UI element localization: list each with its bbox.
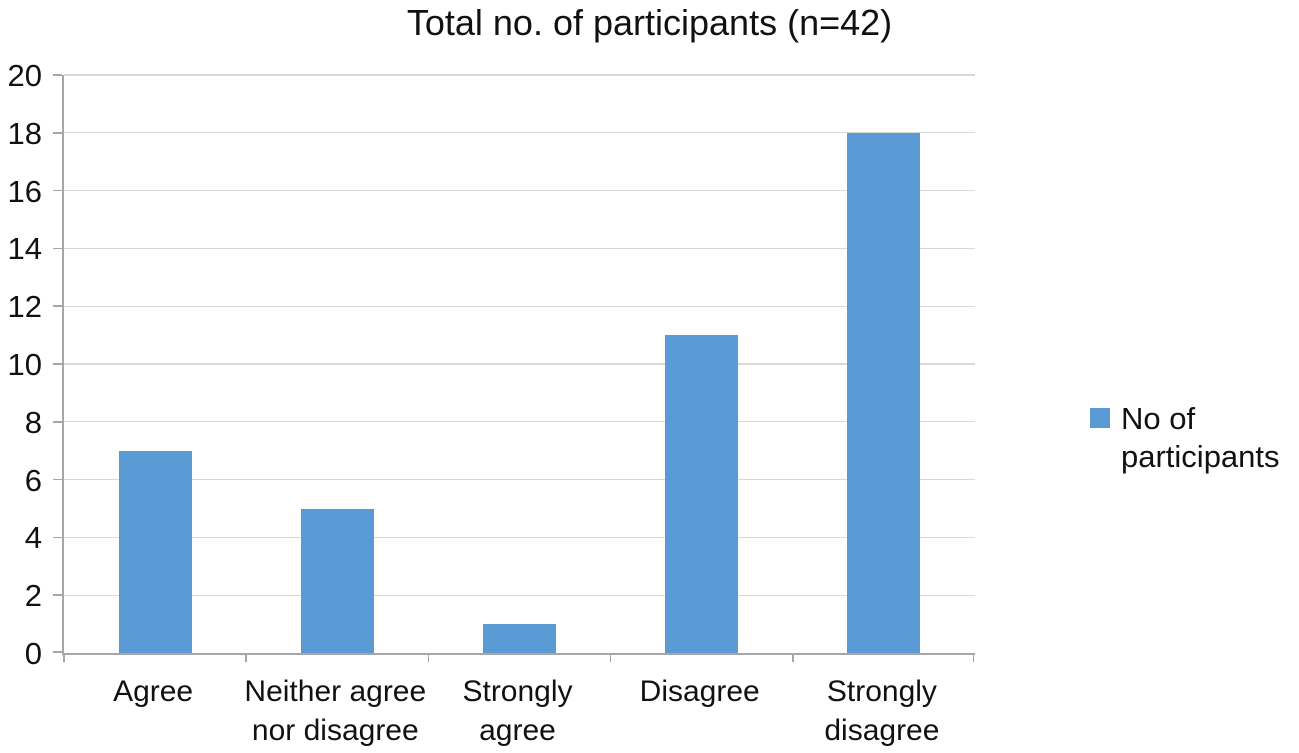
x-axis-category-label: Agree: [113, 675, 194, 708]
x-axis-tick: [972, 653, 975, 662]
y-axis-tick-label: 6: [24, 462, 42, 498]
gridline: [64, 536, 975, 539]
y-axis-tick-label: 18: [7, 115, 42, 151]
bar-2: [300, 508, 374, 653]
y-axis-tick: [53, 305, 62, 307]
bar-1: [118, 450, 192, 653]
gridline: [64, 363, 975, 365]
y-axis-tick-label: 12: [7, 289, 42, 325]
y-axis-tick-label: 16: [7, 173, 42, 209]
x-axis-category-label: Neither agree nor disagree: [244, 675, 427, 747]
y-axis-tick: [53, 536, 62, 539]
bar-4: [665, 335, 739, 653]
gridline: [64, 478, 975, 481]
y-axis-tick-label: 0: [24, 636, 42, 671]
gridline: [64, 305, 975, 307]
gridline: [64, 189, 975, 192]
x-axis-tick: [245, 653, 247, 662]
y-axis-tick-label: 4: [24, 520, 42, 556]
gridline: [64, 74, 975, 76]
y-axis-tick: [53, 132, 62, 134]
x-axis-tick: [609, 653, 612, 662]
x-axis-tick: [63, 653, 65, 662]
bar-5: [847, 132, 921, 653]
y-axis-tick: [53, 651, 62, 653]
y-axis-tick: [53, 363, 62, 365]
x-axis-category-label: Strongly disagree: [824, 675, 940, 747]
x-axis-category-label: Disagree: [639, 675, 760, 708]
gridline: [64, 421, 975, 423]
y-axis-tick: [53, 247, 62, 250]
x-axis-category-label: Strongly agree: [462, 675, 573, 747]
legend: No of participants: [1090, 400, 1280, 476]
x-axis-tick: [792, 653, 794, 662]
plot-area: [53, 74, 975, 662]
gridline: [64, 594, 975, 596]
bar-3: [483, 624, 556, 653]
legend-label: No of participants: [1121, 401, 1280, 474]
y-axis-tick: [53, 189, 62, 192]
chart-title: Total no. of participants (n=42): [406, 2, 893, 43]
x-axis-tick: [427, 653, 430, 662]
legend-swatch-icon: [1090, 408, 1110, 428]
gridline: [64, 247, 975, 250]
y-axis-tick: [53, 421, 62, 423]
y-axis-tick-label: 8: [24, 404, 42, 440]
y-axis-tick-label: 14: [7, 231, 42, 267]
y-axis-tick-label: 10: [7, 347, 42, 382]
y-axis-tick-label: 20: [7, 58, 42, 93]
y-axis-tick-label: 2: [24, 578, 42, 614]
y-axis-tick: [53, 74, 62, 76]
gridline: [64, 132, 975, 134]
y-axis-tick: [53, 594, 62, 596]
y-axis-tick: [53, 478, 62, 481]
